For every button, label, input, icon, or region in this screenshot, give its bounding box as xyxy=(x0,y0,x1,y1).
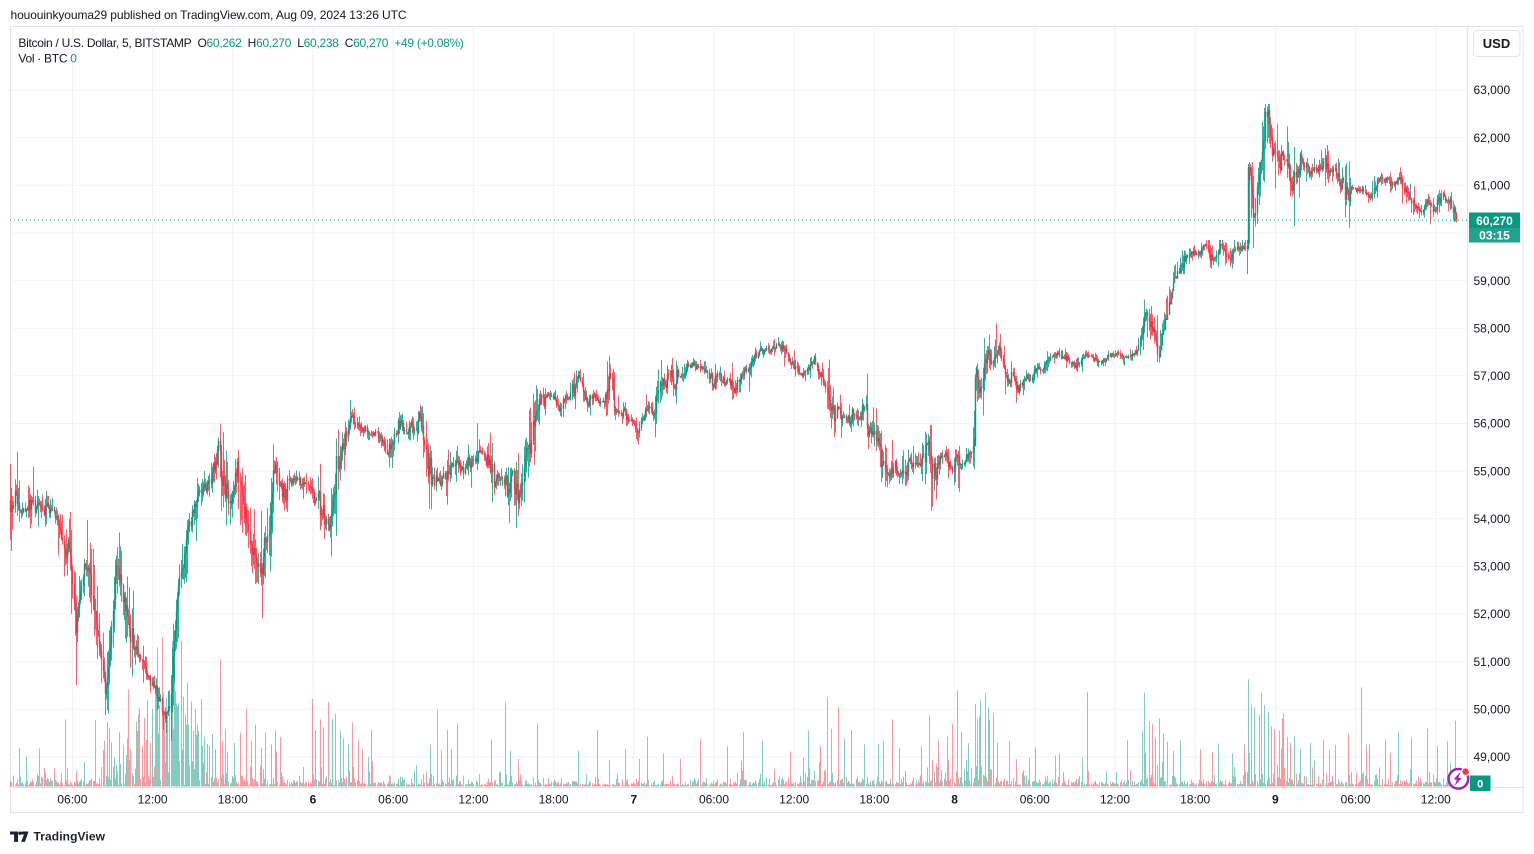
svg-text:12:00: 12:00 xyxy=(458,793,488,807)
svg-text:12:00: 12:00 xyxy=(1100,793,1130,807)
svg-text:06:00: 06:00 xyxy=(57,793,87,807)
svg-text:7: 7 xyxy=(630,793,637,807)
svg-text:61,000: 61,000 xyxy=(1474,179,1511,193)
svg-text:12:00: 12:00 xyxy=(1421,793,1451,807)
svg-text:63,000: 63,000 xyxy=(1474,83,1511,97)
svg-text:12:00: 12:00 xyxy=(138,793,168,807)
svg-text:52,000: 52,000 xyxy=(1474,607,1511,621)
svg-text:06:00: 06:00 xyxy=(1020,793,1050,807)
svg-text:03:15: 03:15 xyxy=(1479,229,1510,243)
svg-text:54,000: 54,000 xyxy=(1474,512,1511,526)
svg-text:49,000: 49,000 xyxy=(1474,750,1511,764)
svg-text:51,000: 51,000 xyxy=(1474,655,1511,669)
svg-text:8: 8 xyxy=(951,793,958,807)
svg-text:18:00: 18:00 xyxy=(859,793,889,807)
svg-text:62,000: 62,000 xyxy=(1474,131,1511,145)
svg-text:50,000: 50,000 xyxy=(1474,703,1511,717)
svg-text:hououinkyouma29 published on T: hououinkyouma29 published on TradingView… xyxy=(11,8,407,22)
svg-text:Vol · BTC 0: Vol · BTC 0 xyxy=(18,51,77,65)
svg-text:06:00: 06:00 xyxy=(378,793,408,807)
svg-text:9: 9 xyxy=(1272,793,1279,807)
svg-text:18:00: 18:00 xyxy=(218,793,248,807)
svg-text:06:00: 06:00 xyxy=(1341,793,1371,807)
svg-text:57,000: 57,000 xyxy=(1474,369,1511,383)
svg-text:53,000: 53,000 xyxy=(1474,560,1511,574)
svg-text:0: 0 xyxy=(1477,778,1483,790)
svg-text:TradingView: TradingView xyxy=(34,830,106,844)
svg-text:6: 6 xyxy=(310,793,317,807)
svg-text:USD: USD xyxy=(1483,36,1510,51)
svg-text:18:00: 18:00 xyxy=(1180,793,1210,807)
svg-text:58,000: 58,000 xyxy=(1474,321,1511,335)
svg-text:12:00: 12:00 xyxy=(779,793,809,807)
svg-text:06:00: 06:00 xyxy=(699,793,729,807)
svg-text:18:00: 18:00 xyxy=(539,793,569,807)
svg-text:55,000: 55,000 xyxy=(1474,464,1511,478)
svg-text:Bitcoin / U.S. Dollar, 5, BITS: Bitcoin / U.S. Dollar, 5, BITSTAMP O60,2… xyxy=(18,36,464,50)
svg-text:56,000: 56,000 xyxy=(1474,417,1511,431)
svg-text:59,000: 59,000 xyxy=(1474,274,1511,288)
svg-text:60,270: 60,270 xyxy=(1476,214,1513,228)
